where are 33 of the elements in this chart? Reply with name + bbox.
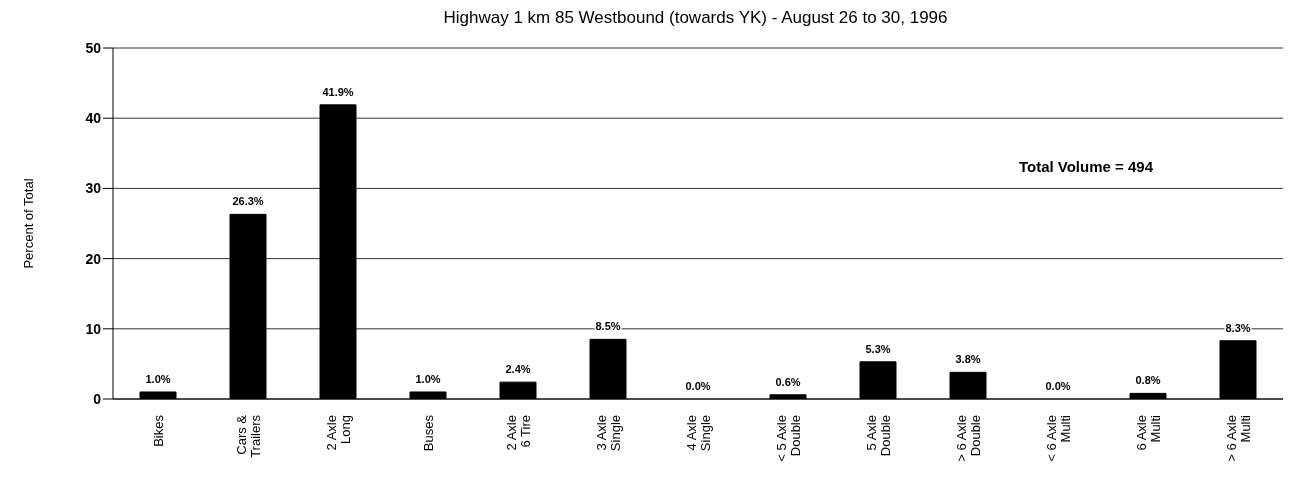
x-tick-label: > 6 Axle Double bbox=[954, 415, 983, 462]
data-label: 0.6% bbox=[775, 375, 801, 388]
x-tick-label: 6 Axle Multi bbox=[1134, 414, 1163, 451]
data-label: 26.3% bbox=[232, 195, 264, 208]
y-tick-label: 0 bbox=[93, 390, 102, 407]
data-label: 2.4% bbox=[505, 363, 531, 376]
y-tick-label: 10 bbox=[85, 320, 102, 337]
y-tick-label: 40 bbox=[85, 110, 102, 127]
chart-title: Highway 1 km 85 Westbound (towards YK) - August 26 to 30, 1996 bbox=[442, 8, 949, 29]
y-tick-label: 30 bbox=[85, 180, 102, 197]
x-tick-label: > 6 Axle Multi bbox=[1224, 414, 1253, 462]
x-tick-label: Bikes bbox=[151, 414, 166, 447]
x-tick-label: Buses bbox=[421, 414, 436, 452]
x-tick-label: 5 Axle Double bbox=[864, 415, 893, 457]
x-tick-label: 2 Axle 6 Tire bbox=[504, 415, 533, 451]
x-tick-label: Cars & Trailers bbox=[234, 414, 263, 458]
data-label: 3.8% bbox=[955, 353, 981, 366]
y-tick-label: 50 bbox=[85, 39, 102, 56]
data-label: 0.0% bbox=[685, 380, 711, 392]
x-tick-label: < 6 Axle Multi bbox=[1044, 414, 1073, 462]
x-tick-label: 3 Axle Single bbox=[594, 415, 623, 452]
data-label: 5.3% bbox=[865, 342, 891, 355]
x-tick-label: < 5 Axle Double bbox=[774, 415, 803, 462]
data-label: 0.8% bbox=[1135, 374, 1161, 387]
data-label: 1.0% bbox=[145, 372, 171, 385]
y-tick-label: 20 bbox=[85, 250, 102, 267]
annotation: Total Volume = 494 bbox=[1018, 158, 1153, 175]
data-label: 1.0% bbox=[415, 372, 441, 385]
x-tick-label: 2 Axle Long bbox=[324, 415, 353, 451]
data-label: 0.0% bbox=[1045, 380, 1071, 392]
data-label: 41.9% bbox=[322, 85, 354, 98]
x-tick-label: 4 Axle Single bbox=[684, 415, 713, 452]
y-axis-title: Percent of Total bbox=[20, 178, 36, 269]
